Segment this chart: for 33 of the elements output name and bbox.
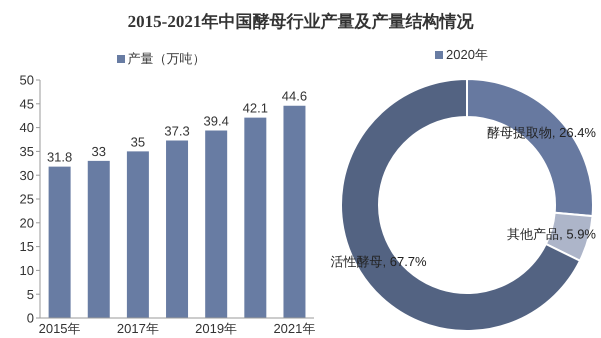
category-label: 其他产品, 5.9% [507,226,596,242]
data-label: 33 [92,144,106,159]
legend-label: 2020年 [445,46,488,64]
y-tick-label: 35 [20,144,34,160]
data-label: 44.6 [282,88,308,104]
data-label: 37.3 [164,123,190,138]
bar [283,106,306,318]
data-label: 42.1 [242,100,268,116]
legend-label: 产量（万吨） [126,50,206,68]
y-tick-label: 30 [20,168,34,183]
data-label: 35 [130,134,146,150]
y-tick-label: 50 [20,72,34,88]
chart-title: 2015-2021年中国酵母行业产量及产量结构情况 [126,11,474,33]
x-tick-label: 2019年 [195,321,238,336]
bar [205,130,228,318]
bar [88,160,110,318]
y-tick-label: 5 [26,286,34,302]
bar [244,118,266,318]
bar [48,166,71,318]
x-tick-label: 2021年 [273,321,316,336]
y-tick-label: 45 [20,96,34,112]
y-tick-label: 20 [20,215,34,230]
bar [126,151,149,318]
x-tick-label: 2017年 [116,321,159,336]
data-label: 39.4 [204,113,229,128]
x-tick-label: 2015年 [38,321,81,336]
bar [166,140,188,318]
y-tick-label: 25 [20,192,34,207]
y-tick-label: 10 [20,263,34,278]
y-tick-label: 15 [20,239,34,254]
data-label: 31.8 [46,150,72,165]
y-tick-label: 0 [26,310,34,326]
y-tick-label: 40 [20,120,34,136]
